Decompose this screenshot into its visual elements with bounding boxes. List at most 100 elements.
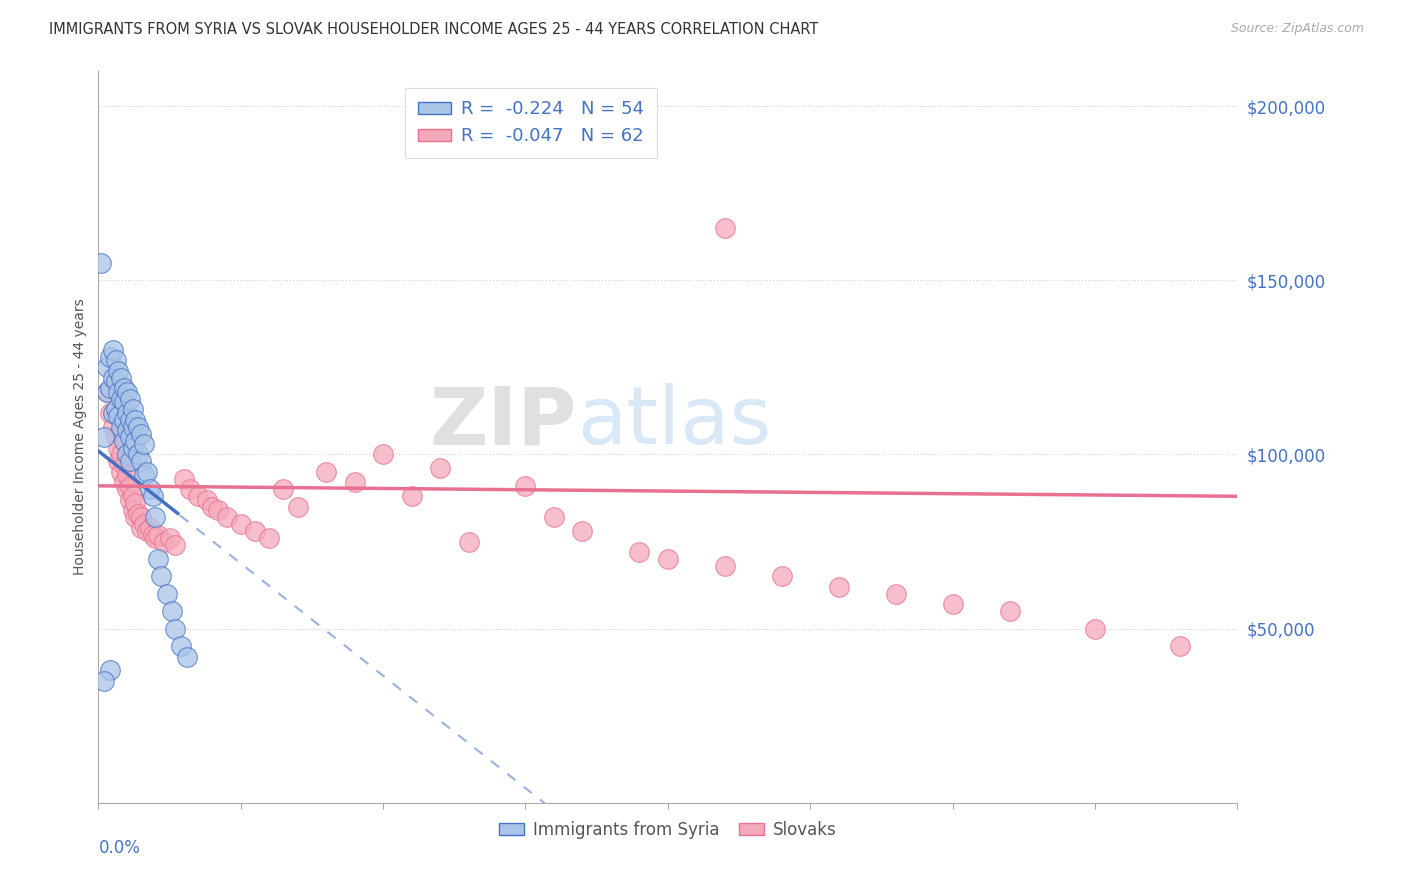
Point <box>98 664 121 678</box>
Point <box>148 552 170 566</box>
Point <box>159 531 181 545</box>
Point <box>124 412 146 426</box>
Point <box>112 395 135 409</box>
Text: ZIP: ZIP <box>429 384 576 461</box>
Point <box>115 483 138 497</box>
Point <box>162 604 184 618</box>
Point <box>115 423 138 437</box>
Point <box>657 552 679 566</box>
Point <box>132 517 155 532</box>
Point <box>287 500 309 514</box>
Point <box>145 531 167 545</box>
Point <box>104 430 127 444</box>
Point <box>373 448 395 462</box>
Legend: Immigrants from Syria, Slovaks: Immigrants from Syria, Slovaks <box>492 814 844 846</box>
Point <box>121 441 143 455</box>
Point <box>145 510 167 524</box>
Point <box>110 371 132 385</box>
Point <box>112 381 135 395</box>
Point <box>118 412 141 426</box>
Point <box>115 468 138 483</box>
Text: Source: ZipAtlas.com: Source: ZipAtlas.com <box>1230 22 1364 36</box>
Point <box>259 531 281 545</box>
Point <box>118 479 141 493</box>
Point <box>101 406 124 420</box>
Point <box>714 558 737 573</box>
Text: 0.0%: 0.0% <box>98 839 141 857</box>
Point <box>770 569 793 583</box>
Point <box>273 483 295 497</box>
Point <box>127 507 149 521</box>
Point <box>201 500 224 514</box>
Point <box>129 454 152 468</box>
Point <box>112 412 135 426</box>
Point <box>121 419 143 434</box>
Point <box>179 483 201 497</box>
Point <box>124 434 146 448</box>
Point <box>124 510 146 524</box>
Point <box>104 353 127 368</box>
Point <box>132 437 155 451</box>
Point <box>148 527 170 541</box>
Point <box>150 569 173 583</box>
Point <box>98 350 121 364</box>
Point <box>127 448 149 462</box>
Point <box>110 448 132 462</box>
Y-axis label: Householder Income Ages 25 - 44 years: Householder Income Ages 25 - 44 years <box>73 299 87 575</box>
Point <box>107 364 129 378</box>
Point <box>101 419 124 434</box>
Point <box>101 343 124 357</box>
Point <box>343 475 366 490</box>
Point <box>115 448 138 462</box>
Point <box>112 434 135 448</box>
Point <box>135 524 157 538</box>
Point <box>132 468 155 483</box>
Point <box>107 441 129 455</box>
Point <box>110 392 132 406</box>
Point <box>98 381 121 395</box>
Point <box>104 375 127 389</box>
Point <box>107 454 129 468</box>
Point <box>138 521 160 535</box>
Point <box>401 489 423 503</box>
Point <box>121 402 143 417</box>
Point <box>515 479 537 493</box>
Point <box>165 538 187 552</box>
Text: IMMIGRANTS FROM SYRIA VS SLOVAK HOUSEHOLDER INCOME AGES 25 - 44 YEARS CORRELATIO: IMMIGRANTS FROM SYRIA VS SLOVAK HOUSEHOL… <box>49 22 818 37</box>
Point <box>96 360 118 375</box>
Point <box>141 527 163 541</box>
Point <box>112 475 135 490</box>
Point <box>714 221 737 235</box>
Point <box>135 465 157 479</box>
Point <box>118 392 141 406</box>
Point <box>429 461 451 475</box>
Point <box>156 587 179 601</box>
Point <box>98 406 121 420</box>
Point <box>115 406 138 420</box>
Point <box>96 384 118 399</box>
Point <box>90 256 112 270</box>
Point <box>187 489 209 503</box>
Point <box>173 472 195 486</box>
Point <box>543 510 565 524</box>
Point <box>457 534 479 549</box>
Point <box>243 524 266 538</box>
Point <box>165 622 187 636</box>
Point <box>93 430 115 444</box>
Point <box>141 489 163 503</box>
Point <box>104 402 127 417</box>
Point <box>118 430 141 444</box>
Point <box>315 465 337 479</box>
Point <box>129 426 152 441</box>
Point <box>121 503 143 517</box>
Point <box>828 580 851 594</box>
Point <box>207 503 229 517</box>
Point <box>1084 622 1107 636</box>
Text: atlas: atlas <box>576 384 770 461</box>
Point <box>129 521 152 535</box>
Point <box>124 496 146 510</box>
Point <box>110 465 132 479</box>
Point <box>998 604 1021 618</box>
Point <box>118 454 141 468</box>
Point <box>195 492 218 507</box>
